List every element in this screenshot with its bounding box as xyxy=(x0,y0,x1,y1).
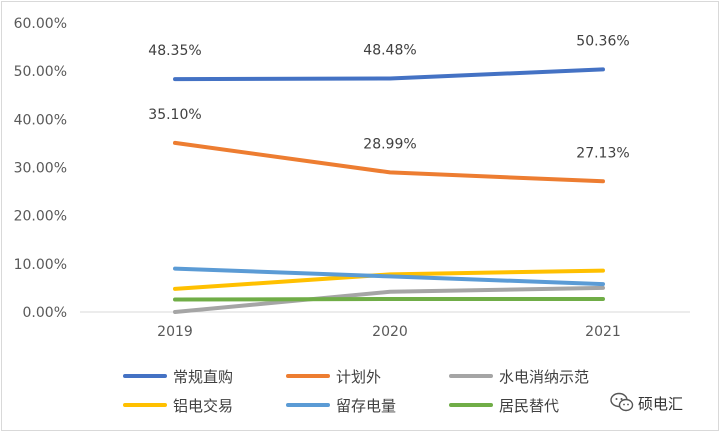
x-tick-label: 2019 xyxy=(157,324,193,340)
legend-label: 计划外 xyxy=(336,368,381,386)
data-labels: 48.35% 48.48% 50.36% 35.10% 28.99% 27.13% xyxy=(148,33,629,161)
data-label: 48.35% xyxy=(148,43,201,59)
legend-label: 铝电交易 xyxy=(173,397,233,415)
y-tick-label: 40.00% xyxy=(14,112,67,128)
series-line xyxy=(173,140,605,184)
x-tick-labels: 2019 2020 2021 xyxy=(157,324,621,340)
wechat-icon xyxy=(610,392,634,412)
y-tick-label: 20.00% xyxy=(14,209,67,225)
y-tick-labels: 0.00% 10.00% 20.00% 30.00% 40.00% 50.00% 60.00… xyxy=(14,16,67,321)
series-line xyxy=(173,67,605,82)
y-tick-label: 50.00% xyxy=(14,64,67,80)
y-tick-label: 0.00% xyxy=(23,305,67,321)
data-label: 48.48% xyxy=(363,42,416,58)
data-label: 27.13% xyxy=(576,145,629,161)
data-label: 50.36% xyxy=(576,33,629,49)
series-line xyxy=(173,266,605,287)
data-label: 28.99% xyxy=(363,136,416,152)
x-tick-label: 2021 xyxy=(585,324,621,340)
legend-label: 留存电量 xyxy=(336,397,396,415)
series-line xyxy=(173,297,605,302)
watermark: 硕电汇 xyxy=(610,392,683,413)
data-label: 35.10% xyxy=(148,107,201,123)
legend-label: 水电消纳示范 xyxy=(499,368,589,386)
x-tick-label: 2020 xyxy=(372,324,408,340)
legend-label: 常规直购 xyxy=(173,368,233,386)
y-tick-label: 30.00% xyxy=(14,161,67,177)
series-lines xyxy=(173,67,605,314)
y-tick-label: 60.00% xyxy=(14,16,67,32)
series-line xyxy=(173,285,605,314)
y-tick-label: 10.00% xyxy=(14,257,67,273)
legend-label: 居民替代 xyxy=(499,397,559,415)
series-line xyxy=(173,268,605,291)
watermark-text: 硕电汇 xyxy=(638,395,683,413)
